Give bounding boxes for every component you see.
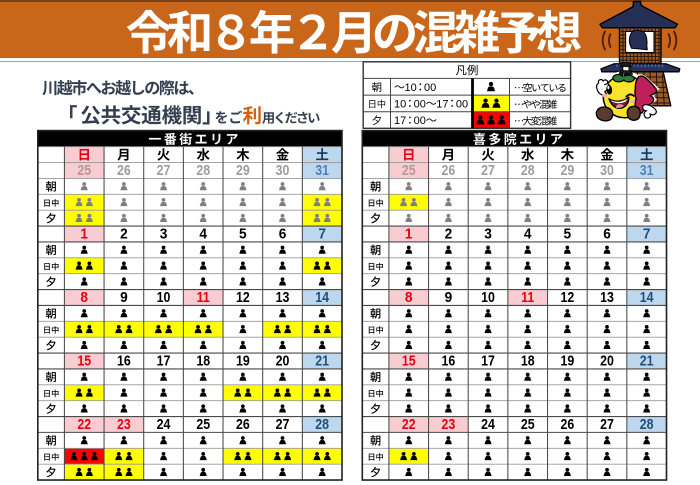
svg-text:9: 9 — [445, 289, 453, 305]
svg-text:23: 23 — [442, 416, 456, 432]
svg-text:0: 0 — [424, 82, 430, 94]
svg-text:19: 19 — [236, 353, 250, 369]
svg-text:11: 11 — [521, 289, 535, 305]
svg-text:1: 1 — [436, 98, 442, 110]
svg-text:25: 25 — [196, 416, 210, 432]
svg-text:0: 0 — [414, 98, 420, 110]
svg-text:14: 14 — [640, 289, 654, 305]
svg-text:7: 7 — [442, 98, 448, 110]
svg-text:15: 15 — [402, 353, 416, 369]
svg-text:29: 29 — [236, 162, 250, 178]
svg-text:17: 17 — [481, 353, 495, 369]
svg-text:0: 0 — [400, 98, 406, 110]
svg-text:4: 4 — [524, 225, 532, 241]
svg-text:11: 11 — [197, 289, 211, 305]
svg-text:30: 30 — [600, 162, 614, 178]
svg-text:21: 21 — [315, 353, 329, 369]
svg-text:25: 25 — [521, 416, 535, 432]
svg-text:18: 18 — [196, 353, 210, 369]
svg-text:20: 20 — [276, 353, 290, 369]
svg-text:30: 30 — [276, 162, 290, 178]
svg-text:28: 28 — [640, 416, 654, 432]
svg-text:0: 0 — [411, 82, 417, 94]
svg-text:23: 23 — [117, 416, 131, 432]
svg-text:28: 28 — [521, 162, 535, 178]
svg-text:12: 12 — [560, 289, 574, 305]
svg-text:10: 10 — [157, 289, 171, 305]
svg-text:24: 24 — [481, 416, 495, 432]
svg-text:3: 3 — [484, 225, 492, 241]
svg-text:0: 0 — [420, 115, 426, 127]
svg-text:26: 26 — [442, 162, 456, 178]
svg-text:14: 14 — [315, 289, 329, 305]
svg-text:27: 27 — [276, 416, 290, 432]
svg-text:1: 1 — [404, 82, 410, 94]
svg-text:13: 13 — [276, 289, 290, 305]
svg-text:18: 18 — [521, 353, 535, 369]
svg-text:1: 1 — [80, 225, 88, 241]
svg-text:0: 0 — [430, 82, 436, 94]
svg-text:8: 8 — [405, 289, 413, 305]
svg-text:31: 31 — [315, 162, 329, 178]
svg-text:8: 8 — [80, 289, 88, 305]
svg-text:6: 6 — [603, 225, 611, 241]
svg-text:12: 12 — [236, 289, 250, 305]
svg-text:10: 10 — [481, 289, 495, 305]
svg-text:22: 22 — [402, 416, 416, 432]
svg-text:27: 27 — [481, 162, 495, 178]
svg-text:5: 5 — [239, 225, 247, 241]
svg-text:27: 27 — [600, 416, 614, 432]
svg-text:17: 17 — [157, 353, 171, 369]
svg-text:15: 15 — [77, 353, 91, 369]
svg-text:4: 4 — [199, 225, 207, 241]
svg-text:25: 25 — [77, 162, 91, 178]
svg-text:29: 29 — [560, 162, 574, 178]
svg-text:5: 5 — [564, 225, 572, 241]
svg-text:22: 22 — [77, 416, 91, 432]
svg-text:2: 2 — [120, 225, 128, 241]
svg-text:16: 16 — [117, 353, 131, 369]
svg-text:0: 0 — [462, 98, 468, 110]
svg-text:19: 19 — [560, 353, 574, 369]
svg-text:2: 2 — [445, 225, 453, 241]
svg-text:28: 28 — [196, 162, 210, 178]
svg-text:31: 31 — [640, 162, 654, 178]
svg-text:7: 7 — [643, 225, 651, 241]
svg-text:24: 24 — [157, 416, 171, 432]
svg-text:20: 20 — [600, 353, 614, 369]
svg-text:28: 28 — [315, 416, 329, 432]
svg-text:7: 7 — [318, 225, 326, 241]
svg-text:26: 26 — [236, 416, 250, 432]
svg-text:26: 26 — [117, 162, 131, 178]
svg-text:0: 0 — [414, 115, 420, 127]
svg-text:1: 1 — [394, 115, 400, 127]
svg-text:0: 0 — [420, 98, 426, 110]
svg-text:9: 9 — [120, 289, 128, 305]
svg-text:7: 7 — [400, 115, 406, 127]
svg-text:3: 3 — [160, 225, 168, 241]
svg-text:26: 26 — [560, 416, 574, 432]
svg-text:27: 27 — [157, 162, 171, 178]
svg-text:6: 6 — [279, 225, 287, 241]
svg-text:21: 21 — [640, 353, 654, 369]
svg-text:25: 25 — [402, 162, 416, 178]
svg-text:1: 1 — [394, 98, 400, 110]
svg-text:16: 16 — [442, 353, 456, 369]
svg-text:1: 1 — [405, 225, 413, 241]
svg-text:0: 0 — [456, 98, 462, 110]
svg-text:13: 13 — [600, 289, 614, 305]
